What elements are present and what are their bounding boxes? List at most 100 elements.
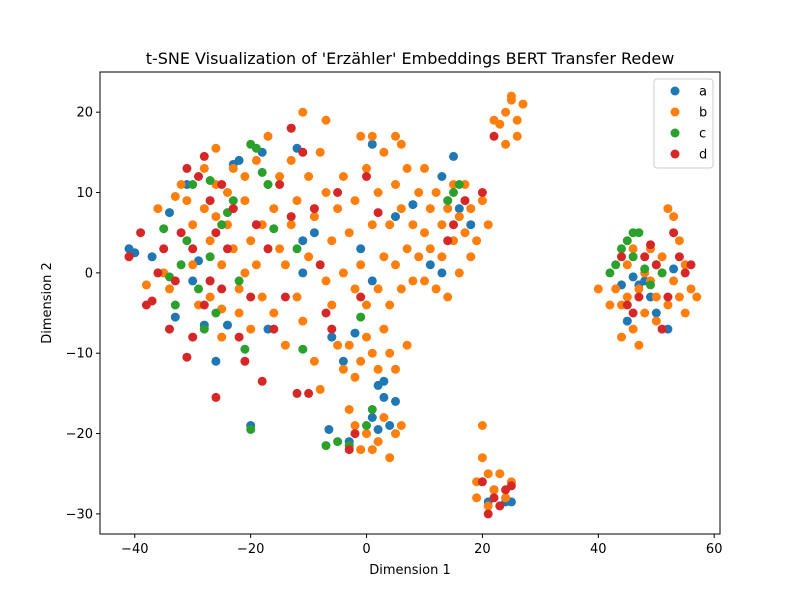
y-tick-label: 10 xyxy=(76,186,93,201)
point-b xyxy=(373,437,383,447)
point-d xyxy=(269,324,279,334)
point-c xyxy=(634,228,644,238)
point-d xyxy=(251,220,261,230)
legend-label-a: a xyxy=(699,85,707,100)
point-c xyxy=(269,224,279,234)
point-b xyxy=(391,260,400,270)
point-b xyxy=(338,268,348,278)
point-b xyxy=(217,260,227,270)
point-b xyxy=(501,107,511,117)
point-d xyxy=(344,445,354,455)
point-b xyxy=(286,220,296,230)
point-d xyxy=(124,252,134,262)
point-b xyxy=(356,260,366,270)
point-d xyxy=(182,352,192,362)
point-b xyxy=(512,115,522,125)
point-d xyxy=(634,292,644,302)
point-b xyxy=(391,364,400,374)
point-b xyxy=(472,493,482,503)
point-d xyxy=(333,188,343,197)
point-b xyxy=(431,188,441,197)
point-d xyxy=(674,252,684,262)
x-ticks: −40 −20 0 20 40 60 xyxy=(121,534,722,557)
point-a xyxy=(309,228,319,238)
point-d xyxy=(211,392,221,402)
point-d xyxy=(153,268,163,278)
point-c xyxy=(211,308,221,318)
legend-label-b: b xyxy=(699,106,707,121)
point-a xyxy=(669,264,679,274)
point-c xyxy=(240,344,250,354)
point-d xyxy=(194,172,203,181)
y-tick-label: −20 xyxy=(66,427,93,442)
point-c xyxy=(176,260,186,270)
point-a xyxy=(391,212,400,222)
point-b xyxy=(391,131,400,141)
point-d xyxy=(286,123,296,133)
chart-title: t-SNE Visualization of 'Erzähler' Embedd… xyxy=(146,49,675,68)
point-d xyxy=(217,180,227,189)
series-a xyxy=(124,139,679,507)
point-b xyxy=(680,308,690,318)
point-b xyxy=(425,244,435,254)
point-b xyxy=(223,188,232,197)
point-b xyxy=(321,188,331,197)
point-b xyxy=(298,316,308,326)
x-tick-label: 40 xyxy=(590,542,607,557)
point-a xyxy=(373,425,383,434)
point-b xyxy=(327,300,337,310)
point-d xyxy=(309,204,319,214)
point-b xyxy=(153,204,163,214)
point-b xyxy=(304,252,314,262)
point-b xyxy=(402,244,412,254)
y-axis-label: Dimension 2 xyxy=(40,262,55,344)
point-b xyxy=(188,220,198,230)
point-b xyxy=(466,252,476,262)
point-d xyxy=(483,509,493,519)
point-a xyxy=(147,252,157,262)
point-b xyxy=(483,501,493,511)
point-d xyxy=(136,228,146,238)
point-c xyxy=(194,284,203,294)
point-b xyxy=(622,260,632,270)
point-b xyxy=(350,372,360,382)
point-b xyxy=(199,204,209,214)
point-b xyxy=(385,348,395,358)
point-c xyxy=(443,196,453,206)
legend-marker-b xyxy=(670,107,680,117)
point-a xyxy=(298,268,308,278)
point-b xyxy=(495,119,505,129)
point-c xyxy=(298,344,308,354)
point-b xyxy=(669,276,679,286)
point-b xyxy=(518,99,528,109)
point-b xyxy=(286,155,296,165)
point-d xyxy=(170,276,180,286)
point-b xyxy=(373,364,383,374)
point-c xyxy=(257,167,267,177)
point-a xyxy=(385,421,395,430)
point-d xyxy=(646,240,655,250)
point-d xyxy=(275,180,285,189)
legend-label-d: d xyxy=(699,148,707,163)
point-d xyxy=(199,151,209,161)
point-b xyxy=(350,284,360,294)
point-c xyxy=(657,268,667,278)
x-tick-label: 60 xyxy=(706,542,723,557)
point-b xyxy=(275,172,285,181)
point-b xyxy=(205,236,215,246)
point-a xyxy=(367,139,377,149)
point-b xyxy=(362,163,371,173)
point-a xyxy=(379,376,389,386)
point-a xyxy=(437,172,447,181)
point-d xyxy=(280,292,290,302)
point-d xyxy=(234,332,244,342)
y-tick-label: −10 xyxy=(66,347,93,362)
point-a xyxy=(379,392,389,402)
point-d xyxy=(622,300,632,310)
point-b xyxy=(460,228,470,238)
point-b xyxy=(628,244,638,254)
point-b xyxy=(240,196,250,206)
point-b xyxy=(251,155,261,165)
point-d xyxy=(460,196,470,206)
